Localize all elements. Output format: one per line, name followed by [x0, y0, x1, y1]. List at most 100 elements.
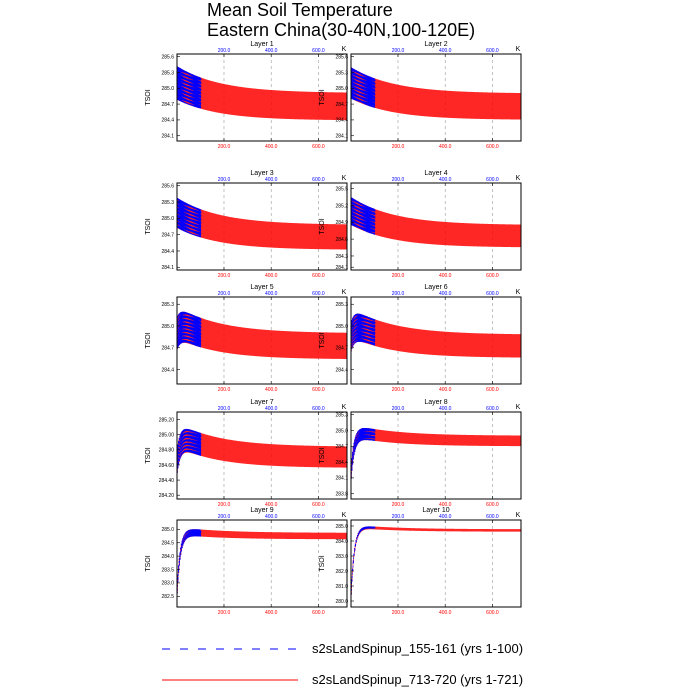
y-tick-label: 285.6	[161, 184, 174, 190]
panel-frame	[176, 53, 348, 142]
unit-label: K	[516, 289, 521, 296]
panel-title: Layer 9	[250, 507, 273, 514]
x-tick-label-top: 600.0	[312, 514, 325, 520]
y-tick-label: 283.5	[161, 567, 174, 573]
y-tick-label: 285.6	[335, 54, 348, 60]
series-155-161-line	[177, 197, 202, 238]
x-tick-label-top: 400.0	[439, 291, 452, 297]
panel-frame	[350, 296, 522, 385]
panel-title: Layer 7	[250, 399, 273, 406]
y-tick-label: 283.0	[161, 581, 174, 587]
series-713-720-line	[351, 197, 521, 248]
x-tick-label-bottom: 400.0	[265, 273, 278, 279]
y-tick-label: 284.7	[335, 444, 348, 450]
unit-label: K	[342, 404, 347, 411]
unit-label: K	[516, 404, 521, 411]
panel-title: Layer 1	[250, 41, 273, 48]
series-group	[351, 526, 521, 596]
y-tick-label: 284.5	[161, 541, 174, 547]
panel-frame	[350, 53, 522, 142]
y-axis-label: TSOI	[145, 555, 152, 571]
unit-label: K	[342, 512, 347, 519]
x-tick-label-top: 600.0	[312, 177, 325, 183]
y-tick-label: 285.0	[161, 86, 174, 92]
x-tick-label-bottom: 600.0	[486, 273, 499, 279]
x-tick-label-top: 600.0	[486, 177, 499, 183]
x-tick-label-bottom: 200.0	[392, 273, 405, 279]
panel-frame	[176, 296, 348, 385]
x-tick-label-top: 400.0	[439, 406, 452, 412]
y-tick-label: 284.20	[159, 493, 175, 499]
x-tick-label-bottom: 400.0	[265, 610, 278, 616]
y-tick-label: 284.40	[159, 478, 175, 484]
panel-frame	[176, 519, 348, 608]
y-axis-label: TSOI	[319, 332, 326, 348]
x-tick-label-top: 400.0	[265, 514, 278, 520]
series-group	[351, 313, 521, 358]
y-axis-label: TSOI	[145, 89, 152, 105]
y-tick-label: 284.7	[335, 102, 348, 108]
y-tick-label: 283.0	[335, 554, 348, 560]
panel-layer-6: Layer 6 K TSOI 285.3 285.0 284.7 284.4 200.0 200…	[319, 284, 522, 393]
x-tick-label-top: 600.0	[312, 291, 325, 297]
x-tick-label-bottom: 400.0	[265, 387, 278, 393]
series-group	[351, 197, 521, 248]
y-tick-label: 284.1	[335, 476, 348, 482]
x-tick-label-bottom: 400.0	[265, 144, 278, 150]
y-tick-label: 284.7	[335, 346, 348, 352]
x-tick-label-bottom: 200.0	[392, 144, 405, 150]
y-tick-label: 285.20	[159, 417, 175, 423]
y-axis-label: TSOI	[319, 447, 326, 463]
x-tick-label-top: 200.0	[218, 48, 231, 54]
x-tick-label-bottom: 400.0	[439, 144, 452, 150]
y-tick-label: 285.0	[161, 324, 174, 330]
x-tick-label-bottom: 600.0	[312, 273, 325, 279]
series-group	[351, 427, 521, 479]
panel-title: Layer 5	[250, 284, 273, 291]
y-tick-label: 284.1	[161, 134, 174, 140]
x-tick-label-bottom: 600.0	[486, 387, 499, 393]
panel-title: Layer 4	[424, 170, 447, 177]
panel-layer-5: Layer 5 K TSOI 285.3 285.0 284.7 284.4 200.0 200…	[145, 284, 348, 393]
panel-layer-10: Layer 10 K TSOI 285.0 284.0 283.0 282.0 281.0 28…	[319, 507, 522, 616]
y-axis-label: TSOI	[319, 89, 326, 105]
y-tick-label: 284.4	[161, 367, 174, 373]
x-tick-label-top: 600.0	[486, 48, 499, 54]
x-tick-label-bottom: 200.0	[218, 502, 231, 508]
panel-title: Layer 10	[422, 507, 449, 514]
series-group	[351, 67, 521, 120]
series-155-161-line	[177, 529, 202, 594]
y-tick-label: 285.3	[161, 70, 174, 76]
panel-title: Layer 6	[424, 284, 447, 291]
x-tick-label-bottom: 600.0	[312, 502, 325, 508]
y-tick-label: 280.0	[335, 599, 348, 605]
y-tick-label: 284.4	[161, 249, 174, 255]
x-tick-label-top: 200.0	[392, 514, 405, 520]
y-tick-label: 283.8	[335, 492, 348, 498]
series-155-161-line	[351, 313, 376, 352]
x-tick-label-bottom: 600.0	[312, 387, 325, 393]
y-tick-label: 284.1	[161, 265, 174, 271]
unit-label: K	[342, 175, 347, 182]
y-tick-label: 284.3	[335, 254, 348, 260]
y-axis-label: TSOI	[145, 218, 152, 234]
y-tick-label: 285.3	[161, 200, 174, 206]
legend-label-series2: s2sLandSpinup_713-720 (yrs 1-721)	[312, 672, 524, 687]
y-tick-label: 285.3	[335, 412, 348, 418]
x-tick-label-top: 200.0	[218, 514, 231, 520]
y-tick-label: 281.0	[335, 584, 348, 590]
y-tick-label: 285.3	[335, 302, 348, 308]
x-tick-label-top: 600.0	[312, 48, 325, 54]
x-tick-label-bottom: 600.0	[312, 610, 325, 616]
x-tick-label-bottom: 600.0	[486, 502, 499, 508]
x-tick-label-bottom: 400.0	[265, 502, 278, 508]
y-tick-label: 284.7	[161, 346, 174, 352]
panel-layer-2: Layer 2 K TSOI 285.6 285.3 285.0 284.7 284.4 284…	[319, 41, 522, 150]
x-tick-label-top: 400.0	[265, 406, 278, 412]
x-tick-label-bottom: 400.0	[439, 387, 452, 393]
x-tick-label-bottom: 400.0	[439, 610, 452, 616]
unit-label: K	[342, 46, 347, 53]
x-tick-label-bottom: 200.0	[218, 387, 231, 393]
y-tick-label: 285.2	[335, 203, 348, 209]
x-tick-label-top: 200.0	[392, 177, 405, 183]
